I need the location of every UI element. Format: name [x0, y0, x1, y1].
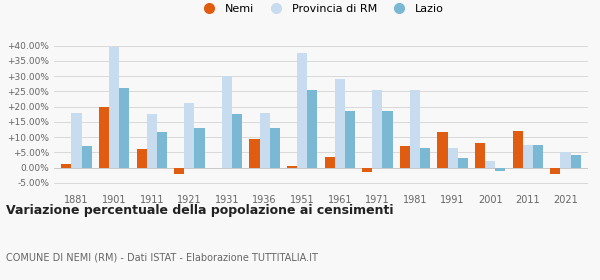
Bar [345, 111, 355, 167]
Bar [222, 76, 232, 167]
Bar [362, 167, 373, 172]
Bar [475, 143, 485, 167]
Bar [448, 148, 458, 167]
Bar [335, 79, 345, 167]
Bar [382, 111, 392, 167]
Text: Variazione percentuale della popolazione ai censimenti: Variazione percentuale della popolazione… [6, 204, 394, 217]
Bar [82, 146, 92, 167]
Bar [146, 114, 157, 167]
Bar [373, 90, 382, 167]
Bar [184, 104, 194, 167]
Bar [410, 90, 420, 167]
Bar [174, 167, 184, 174]
Bar [458, 158, 468, 167]
Bar [400, 146, 410, 167]
Bar [297, 53, 307, 167]
Bar [61, 164, 71, 167]
Bar [119, 88, 130, 167]
Bar [109, 47, 119, 167]
Bar [137, 149, 146, 167]
Bar [269, 128, 280, 167]
Bar [287, 166, 297, 167]
Bar [550, 167, 560, 174]
Bar [437, 132, 448, 167]
Bar [260, 113, 269, 167]
Bar [523, 145, 533, 167]
Text: COMUNE DI NEMI (RM) - Dati ISTAT - Elaborazione TUTTITALIA.IT: COMUNE DI NEMI (RM) - Dati ISTAT - Elabo… [6, 252, 318, 262]
Bar [485, 162, 496, 167]
Bar [560, 152, 571, 167]
Bar [496, 167, 505, 171]
Legend: Nemi, Provincia di RM, Lazio: Nemi, Provincia di RM, Lazio [194, 0, 448, 18]
Bar [512, 131, 523, 167]
Bar [250, 139, 260, 167]
Bar [157, 132, 167, 167]
Bar [420, 148, 430, 167]
Bar [71, 113, 82, 167]
Bar [194, 128, 205, 167]
Bar [325, 157, 335, 167]
Bar [307, 90, 317, 167]
Bar [571, 155, 581, 167]
Bar [232, 114, 242, 167]
Bar [99, 106, 109, 167]
Bar [533, 145, 543, 167]
